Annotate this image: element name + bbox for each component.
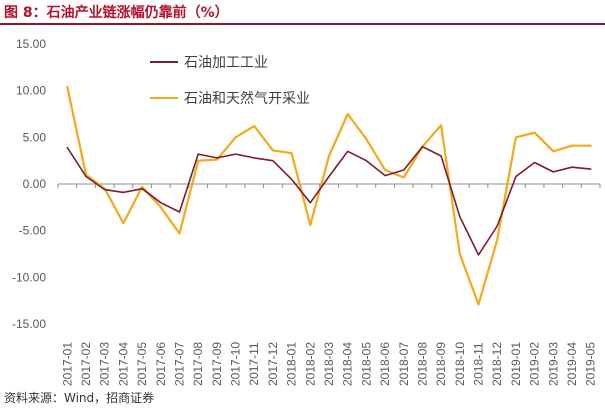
x-tick-label: 2017-10 (229, 342, 243, 386)
y-axis: 15.00 10.00 5.00 0.00 -5.00 -10.00 -15.00 (12, 37, 46, 331)
x-tick-label: 2017-05 (135, 342, 149, 386)
x-tick-label: 2019-04 (565, 342, 579, 386)
x-tick-label: 2018-04 (341, 342, 355, 386)
x-tick-label: 2018-12 (490, 342, 504, 386)
y-tick-label: -10.00 (12, 270, 46, 284)
x-tick-label: 2017-11 (247, 342, 261, 385)
line-chart: 15.00 10.00 5.00 0.00 -5.00 -10.00 -15.00 2017… (12, 37, 601, 386)
legend-label-1: 石油加工工业 (184, 55, 268, 71)
x-tick-label: 2018-01 (285, 342, 299, 386)
series-line-2 (66, 85, 592, 306)
series-line-1 (66, 145, 592, 256)
x-tick-label: 2019-01 (509, 342, 523, 386)
x-tick-label: 2018-05 (359, 342, 373, 386)
x-tick-label: 2017-12 (266, 342, 280, 386)
y-tick-label: 10.00 (16, 84, 46, 98)
x-tick-label: 2017-02 (79, 342, 93, 386)
y-tick-label: 5.00 (23, 130, 47, 144)
legend-label-2: 石油和天然气开采业 (184, 90, 310, 107)
x-tick-label: 2018-07 (397, 342, 411, 386)
figure-title: 图 8：石油产业链涨幅仍靠前（%） (4, 5, 229, 21)
x-tick-label: 2018-03 (322, 342, 336, 386)
x-tick-label: 2017-03 (98, 342, 112, 386)
x-tick-label: 2019-03 (546, 342, 560, 386)
x-tick-label: 2018-08 (415, 342, 429, 386)
x-tick-label: 2017-09 (210, 342, 224, 386)
x-tick-label: 2017-04 (116, 342, 130, 386)
title-rule (0, 23, 605, 25)
x-tick-label: 2018-06 (378, 342, 392, 386)
x-axis: 2017-01 2017-02 2017-03 2017-04 2017-05 2017-… (57, 183, 601, 386)
y-tick-label: -15.00 (12, 317, 46, 331)
x-tick-label: 2017-07 (172, 342, 186, 386)
x-tick-label: 2018-09 (434, 342, 448, 386)
y-tick-label: -5.00 (19, 224, 47, 238)
source-note: 资料来源：Wind，招商证券 (4, 391, 155, 405)
y-tick-label: 0.00 (23, 177, 47, 191)
x-tick-label: 2018-02 (303, 342, 317, 386)
x-tick-label: 2019-02 (528, 342, 542, 386)
x-tick-label: 2019-05 (584, 342, 598, 386)
x-tick-label: 2018-11 (472, 342, 486, 385)
x-tick-label: 2017-08 (191, 342, 205, 386)
y-tick-label: 15.00 (16, 37, 46, 51)
x-tick-label: 2017-01 (60, 342, 74, 386)
x-tick-label: 2018-10 (453, 342, 467, 386)
series-layer (66, 85, 592, 306)
x-tick-label: 2017-06 (154, 342, 168, 386)
